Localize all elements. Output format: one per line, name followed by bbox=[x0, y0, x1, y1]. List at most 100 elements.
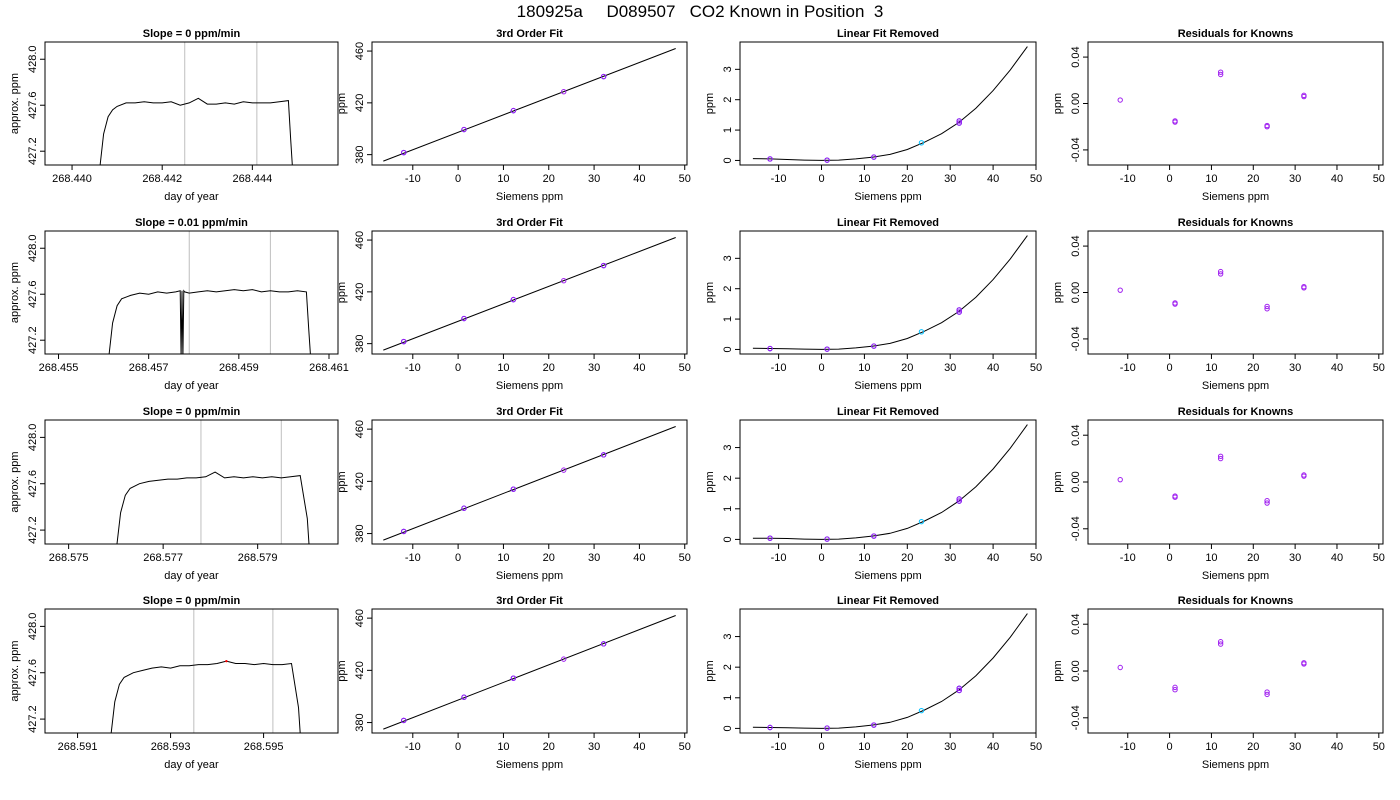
chart-panel: Linear Fit Removed -10 0 10 20 30 40 50 0 1 2 3 Siem… bbox=[704, 595, 1042, 771]
x-tick-label: 0 bbox=[818, 362, 824, 374]
panel-title: Residuals for Knowns bbox=[1178, 406, 1294, 418]
x-tick-label: 0 bbox=[1167, 552, 1173, 564]
x-tick-label: 20 bbox=[901, 362, 913, 374]
x-tick-label: 30 bbox=[588, 362, 600, 374]
chart-panel: Residuals for Knowns -10 0 10 20 30 40 50 -0.04 0… bbox=[1052, 406, 1385, 582]
y-axis-label: ppm bbox=[704, 93, 716, 114]
y-tick-label: 0 bbox=[722, 157, 734, 163]
plot-frame bbox=[44, 230, 339, 355]
residual-point bbox=[1117, 97, 1123, 103]
x-tick-label: 268.579 bbox=[238, 552, 278, 564]
x-tick-label: -10 bbox=[771, 741, 787, 753]
known-point-overlay bbox=[824, 346, 830, 352]
x-axis-label: Siemens ppm bbox=[854, 380, 921, 392]
known-point-overlay bbox=[871, 343, 877, 349]
known-point-overlay bbox=[767, 724, 773, 731]
target-point bbox=[561, 278, 567, 284]
figure-title: 180925a D089507 CO2 Known in Position 3 bbox=[516, 2, 884, 21]
x-tick-label: 10 bbox=[1205, 173, 1217, 185]
y-axis-label: approx. ppm bbox=[9, 451, 21, 512]
x-tick-label: 268.575 bbox=[49, 552, 89, 564]
y-axis-label: ppm bbox=[336, 471, 348, 492]
x-tick-label: -10 bbox=[1120, 552, 1136, 564]
residual-point bbox=[1301, 473, 1307, 479]
y-tick-label: 427.6 bbox=[27, 470, 39, 498]
plot-area bbox=[110, 609, 301, 733]
y-axis-label: approx. ppm bbox=[9, 73, 21, 134]
y-tick-label: 2 bbox=[722, 97, 734, 103]
x-tick-label: 40 bbox=[1331, 173, 1343, 185]
plot-area bbox=[99, 42, 293, 165]
x-tick-label: 20 bbox=[1247, 362, 1259, 374]
x-tick-label: 40 bbox=[633, 362, 645, 374]
plot-frame bbox=[371, 608, 688, 734]
x-tick-label: 0 bbox=[818, 552, 824, 564]
x-axis-label: Siemens ppm bbox=[496, 191, 563, 203]
panel-title: Residuals for Knowns bbox=[1178, 28, 1294, 40]
plot-area bbox=[752, 613, 1028, 731]
plot-frame bbox=[371, 41, 688, 166]
x-tick-label: 50 bbox=[1030, 173, 1042, 185]
y-tick-label: -0.04 bbox=[1070, 516, 1082, 541]
known-point-overlay bbox=[824, 157, 830, 163]
x-tick-label: -10 bbox=[405, 173, 421, 185]
x-tick-label: -10 bbox=[771, 362, 787, 374]
x-axis-label: day of year bbox=[164, 570, 219, 582]
panel-title: 3rd Order Fit bbox=[496, 406, 563, 418]
plot-frame bbox=[1087, 419, 1384, 545]
x-axis-label: Siemens ppm bbox=[854, 759, 921, 771]
x-tick-label: 20 bbox=[1247, 741, 1259, 753]
y-axis-label: ppm bbox=[704, 660, 716, 681]
known-point-overlay bbox=[956, 496, 962, 502]
y-tick-label: 0.04 bbox=[1070, 235, 1082, 256]
panel-title: Slope = 0 ppm/min bbox=[143, 28, 241, 40]
y-axis-label: approx. ppm bbox=[9, 640, 21, 701]
known-point-overlay bbox=[401, 528, 407, 535]
residual-point bbox=[1217, 453, 1224, 459]
known-point-overlay bbox=[956, 309, 962, 315]
known-point-overlay bbox=[824, 536, 830, 542]
residual-point bbox=[1264, 689, 1270, 695]
y-tick-label: -0.04 bbox=[1070, 705, 1082, 730]
x-tick-label: 268.440 bbox=[52, 173, 92, 185]
y-axis-label: ppm bbox=[1052, 660, 1064, 681]
x-tick-label: 50 bbox=[1373, 173, 1385, 185]
x-tick-label: 0 bbox=[455, 741, 461, 753]
plot-frame bbox=[739, 41, 1037, 166]
target-point bbox=[918, 518, 925, 525]
chart-panel: Residuals for Knowns -10 0 10 20 30 40 50 -0.04 0… bbox=[1052, 28, 1385, 203]
known-point-overlay bbox=[956, 685, 962, 691]
y-axis-label: approx. ppm bbox=[9, 262, 21, 323]
x-tick-label: 0 bbox=[818, 741, 824, 753]
panel-title: Slope = 0.01 ppm/min bbox=[135, 217, 248, 229]
x-tick-label: -10 bbox=[771, 173, 787, 185]
residual-point bbox=[1264, 498, 1270, 504]
y-tick-label: 460 bbox=[354, 231, 366, 249]
panel-title: Slope = 0 ppm/min bbox=[143, 406, 241, 418]
residual-point bbox=[1217, 268, 1224, 275]
y-tick-label: 427.2 bbox=[27, 137, 39, 165]
x-tick-label: -10 bbox=[1120, 362, 1136, 374]
y-tick-label: 0 bbox=[722, 536, 734, 542]
target-point bbox=[561, 467, 567, 473]
y-tick-label: 427.2 bbox=[27, 326, 39, 354]
y-tick-label: 420 bbox=[354, 94, 366, 112]
x-axis-label: day of year bbox=[164, 759, 219, 771]
x-tick-label: 0 bbox=[818, 173, 824, 185]
known-point-overlay bbox=[461, 126, 467, 133]
panel-title: Linear Fit Removed bbox=[837, 28, 939, 40]
chart-panel: Slope = 0.01 ppm/min 268.455 268.457 268.45… bbox=[9, 217, 349, 392]
plot-frame bbox=[1087, 41, 1384, 166]
chart-panel: 3rd Order Fit -10 0 10 20 30 40 50 380 420 460 Siem… bbox=[336, 595, 691, 771]
x-tick-label: 268.591 bbox=[58, 741, 98, 753]
y-tick-label: 427.6 bbox=[27, 91, 39, 119]
plot-area bbox=[383, 48, 676, 162]
known-point-overlay bbox=[461, 505, 467, 511]
known-point-overlay bbox=[461, 694, 467, 700]
known-point-overlay bbox=[510, 296, 517, 303]
x-tick-label: 20 bbox=[543, 173, 555, 185]
plot-area bbox=[752, 46, 1028, 163]
x-tick-label: 40 bbox=[987, 173, 999, 185]
x-tick-label: 50 bbox=[679, 741, 691, 753]
y-tick-label: 420 bbox=[354, 661, 366, 679]
